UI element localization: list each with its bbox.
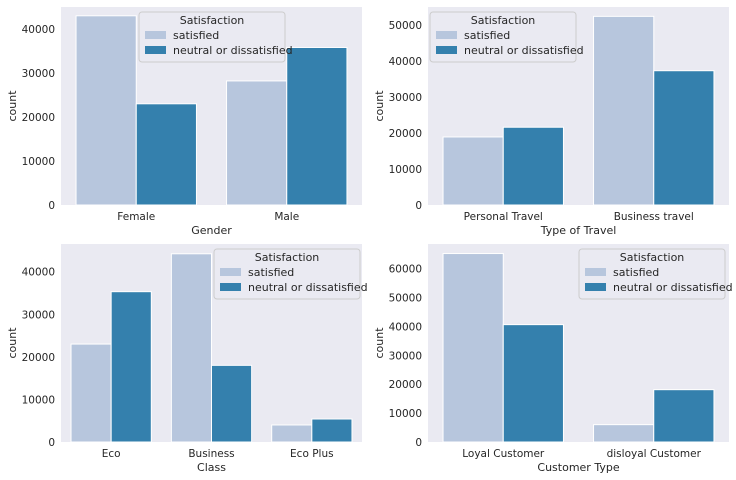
bar-neutral-or-dissatisfied-business — [211, 364, 253, 443]
x-axis-label: Customer Type — [537, 461, 619, 474]
legend-label: neutral or dissatisfied — [613, 281, 733, 294]
legend-box — [578, 248, 726, 300]
bar-neutral-or-dissatisfied-eco — [110, 291, 152, 443]
y-tick-label: 0 — [415, 200, 422, 212]
bar-satisfied-personal-travel — [442, 136, 504, 206]
bar-satisfied-eco — [70, 343, 112, 443]
bar-neutral-or-dissatisfied-business-travel — [653, 70, 715, 206]
x-axis-label: Class — [197, 461, 226, 474]
y-tick-label: 20000 — [389, 128, 422, 140]
x-tick-label: Personal Travel — [464, 211, 543, 223]
legend: Satisfaction satisfied neutral or dissatis… — [429, 11, 584, 63]
y-tick-label: 40000 — [22, 24, 55, 36]
subplot-3: 0 10000 20000 30000 40000 Eco Business Eco Plus… — [6, 244, 368, 474]
bar-neutral-or-dissatisfied-personal-travel — [502, 126, 564, 206]
bar-neutral-or-dissatisfied-male — [286, 46, 348, 206]
y-tick-label: 50000 — [389, 292, 422, 304]
legend-label: neutral or dissatisfied — [173, 44, 293, 57]
legend-swatch-1 — [436, 31, 457, 39]
legend-swatch-1 — [145, 31, 166, 39]
bar-satisfied-male — [226, 80, 288, 206]
legend-label: satisfied — [613, 266, 659, 279]
y-tick-label: 10000 — [389, 408, 422, 420]
bar-satisfied-business — [170, 253, 213, 443]
legend-label: satisfied — [464, 29, 510, 42]
bar-neutral-or-dissatisfied-eco-plus — [311, 418, 353, 443]
legend: Satisfaction satisfied neutral or dissatis… — [578, 248, 733, 300]
y-tick-label: 20000 — [22, 112, 55, 124]
x-tick-label: Eco — [102, 448, 121, 460]
legend-title: Satisfaction — [471, 14, 536, 27]
legend-box — [138, 11, 286, 63]
y-axis-label: count — [6, 90, 19, 122]
y-tick-label: 40000 — [22, 267, 55, 279]
subplot-1: 0 10000 20000 30000 40000 Female Male Gender cou… — [6, 7, 362, 237]
x-tick-label: Eco Plus — [290, 448, 334, 460]
y-tick-label: 30000 — [22, 309, 55, 321]
bar-satisfied-female — [75, 15, 137, 206]
bar-satisfied-eco-plus — [271, 424, 313, 443]
legend-title: Satisfaction — [620, 251, 685, 264]
x-tick-label: Male — [274, 211, 299, 223]
legend-title: Satisfaction — [180, 14, 245, 27]
legend: Satisfaction satisfied neutral or dissatis… — [138, 11, 293, 63]
legend-swatch-2 — [220, 283, 241, 291]
legend-swatch-2 — [436, 46, 457, 54]
y-tick-label: 30000 — [389, 350, 422, 362]
y-tick-label: 0 — [48, 437, 55, 449]
legend-label: neutral or dissatisfied — [464, 44, 584, 57]
y-tick-label: 10000 — [22, 394, 55, 406]
bar-neutral-or-dissatisfied-female — [135, 103, 197, 206]
legend-swatch-2 — [145, 46, 166, 54]
x-axis-label: Type of Travel — [540, 224, 617, 237]
x-tick-label: Loyal Customer — [462, 448, 545, 460]
y-axis-label: count — [373, 327, 386, 359]
legend-box — [213, 248, 361, 300]
bar-neutral-or-dissatisfied-disloyal-customer — [653, 389, 715, 443]
y-tick-label: 0 — [415, 437, 422, 449]
bar-neutral-or-dissatisfied-loyal-customer — [502, 324, 564, 443]
legend: Satisfaction satisfied neutral or dissatis… — [213, 248, 368, 300]
x-tick-label: disloyal Customer — [607, 448, 702, 460]
y-tick-label: 60000 — [389, 264, 422, 276]
legend-box — [429, 11, 577, 63]
legend-title: Satisfaction — [255, 251, 320, 264]
y-tick-label: 40000 — [389, 56, 422, 68]
y-axis-label: count — [6, 327, 19, 359]
legend-swatch-1 — [220, 268, 241, 276]
legend-label: satisfied — [173, 29, 219, 42]
y-tick-label: 40000 — [389, 321, 422, 333]
y-tick-label: 30000 — [389, 92, 422, 104]
y-tick-label: 50000 — [389, 20, 422, 32]
y-tick-label: 0 — [48, 200, 55, 212]
y-tick-label: 10000 — [389, 164, 422, 176]
x-tick-label: Business — [188, 448, 234, 460]
legend-swatch-1 — [585, 268, 606, 276]
x-axis-label: Gender — [191, 224, 232, 237]
legend-label: satisfied — [248, 266, 294, 279]
y-tick-label: 20000 — [389, 379, 422, 391]
subplot-2: 0 10000 20000 30000 40000 50000 Personal Trave… — [373, 7, 729, 237]
legend-label: neutral or dissatisfied — [248, 281, 368, 294]
x-tick-label: Female — [117, 211, 155, 223]
subplot-4: 0 10000 20000 30000 40000 50000 60000 Loyal Cus… — [373, 244, 733, 474]
bar-satisfied-disloyal-customer — [593, 424, 655, 443]
y-tick-label: 10000 — [22, 156, 55, 168]
y-tick-label: 30000 — [22, 68, 55, 80]
y-axis-label: count — [373, 90, 386, 122]
legend-swatch-2 — [585, 283, 606, 291]
y-tick-label: 20000 — [22, 352, 55, 364]
bar-satisfied-loyal-customer — [442, 253, 504, 443]
x-tick-label: Business travel — [614, 211, 694, 223]
bar-satisfied-business-travel — [593, 15, 655, 206]
